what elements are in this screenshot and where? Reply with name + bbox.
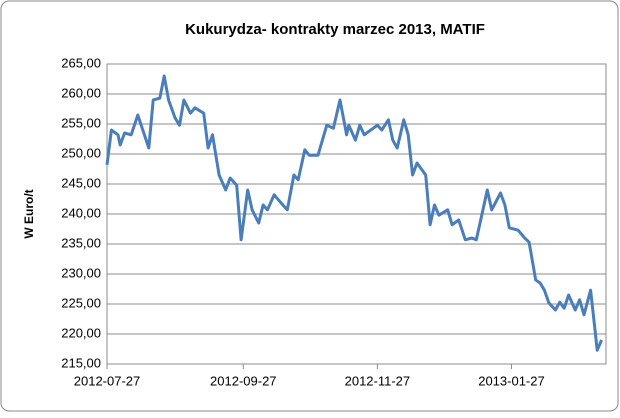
y-tick-label: 255,00 [61,115,101,130]
y-tick-label: 240,00 [61,205,101,220]
y-tick-label: 230,00 [61,265,101,280]
y-axis-label: W Euro/t [22,189,36,238]
y-tick-label: 245,00 [61,175,101,190]
x-tick-label: 2012-11-27 [345,373,411,388]
x-tick-label: 2013-01-27 [478,373,545,388]
chart-title: Kukurydza- kontrakty marzec 2013, MATIF [185,21,485,38]
x-tick-label: 2012-07-27 [74,373,141,388]
y-tick-label: 220,00 [61,325,101,340]
x-tick-label: 2012-09-27 [210,373,277,388]
y-tick-label: 260,00 [61,85,101,100]
y-tick-label: 215,00 [61,355,101,370]
y-tick-label: 250,00 [61,145,101,160]
data-line [105,74,603,352]
y-tick-label: 225,00 [61,295,101,310]
y-tick-label: 235,00 [61,235,101,250]
plot-area [106,63,607,365]
y-tick-label: 265,00 [61,55,101,70]
